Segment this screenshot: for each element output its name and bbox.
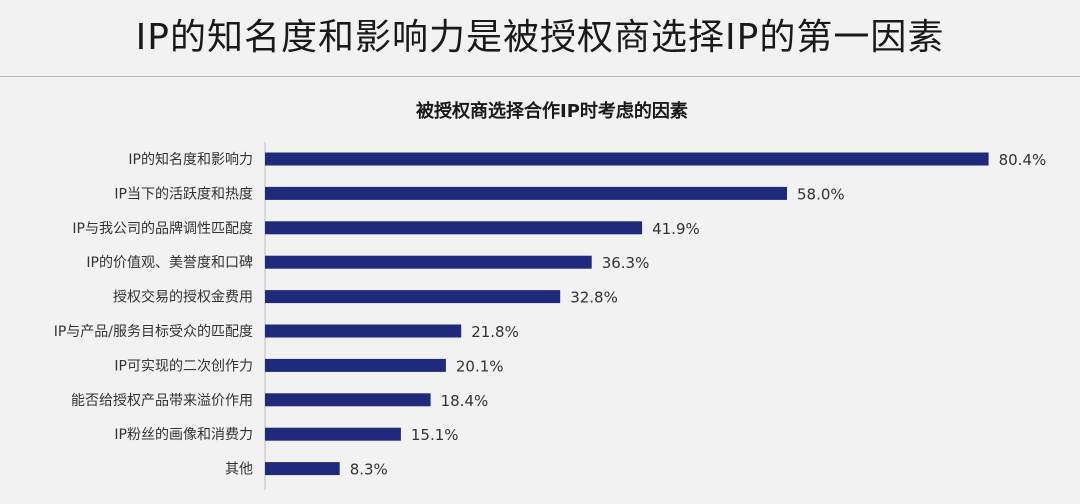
category-label: IP与产品/服务目标受众的匹配度 [54,324,253,340]
bar [265,462,340,476]
title-divider [0,76,1080,77]
value-label: 21.8% [471,323,519,341]
bar [265,186,787,200]
bar [265,290,561,304]
category-label: IP的价值观、美誉度和口碑 [86,255,253,271]
value-label: 41.9% [652,220,700,238]
bar [265,358,446,372]
value-label: 18.4% [441,392,489,410]
value-label: 80.4% [999,151,1047,169]
category-label: 能否给授权产品带来溢价作用 [71,393,253,409]
category-label: IP与我公司的品牌调性匹配度 [72,220,253,237]
bar [265,393,431,407]
category-label: IP粉丝的画像和消费力 [114,427,253,443]
value-label: 15.1% [411,426,459,444]
chart-title: 被授权商选择合作IP时考虑的因素 [416,100,688,122]
bar [265,427,401,441]
page-title: IP的知名度和影响力是被授权商选择IP的第一因素 [135,17,945,58]
category-label: 授权交易的授权金费用 [113,289,253,306]
bar [265,255,592,269]
value-label: 58.0% [797,185,845,203]
category-label: 其他 [225,462,253,478]
category-label: IP可实现的二次创作力 [114,358,253,374]
bars-group: IP的知名度和影响力 80.4% IP当下的活跃度和热度 58.0% IP与我公司的品牌… [54,151,1047,479]
value-label: 32.8% [570,289,618,307]
bar [265,324,462,338]
category-label: IP的知名度和影响力 [128,151,253,168]
value-label: 20.1% [456,357,504,375]
value-label: 36.3% [602,254,650,272]
bar [265,221,643,235]
value-label: 8.3% [350,461,388,479]
bar [265,152,989,166]
category-label: IP当下的活跃度和热度 [114,186,253,202]
